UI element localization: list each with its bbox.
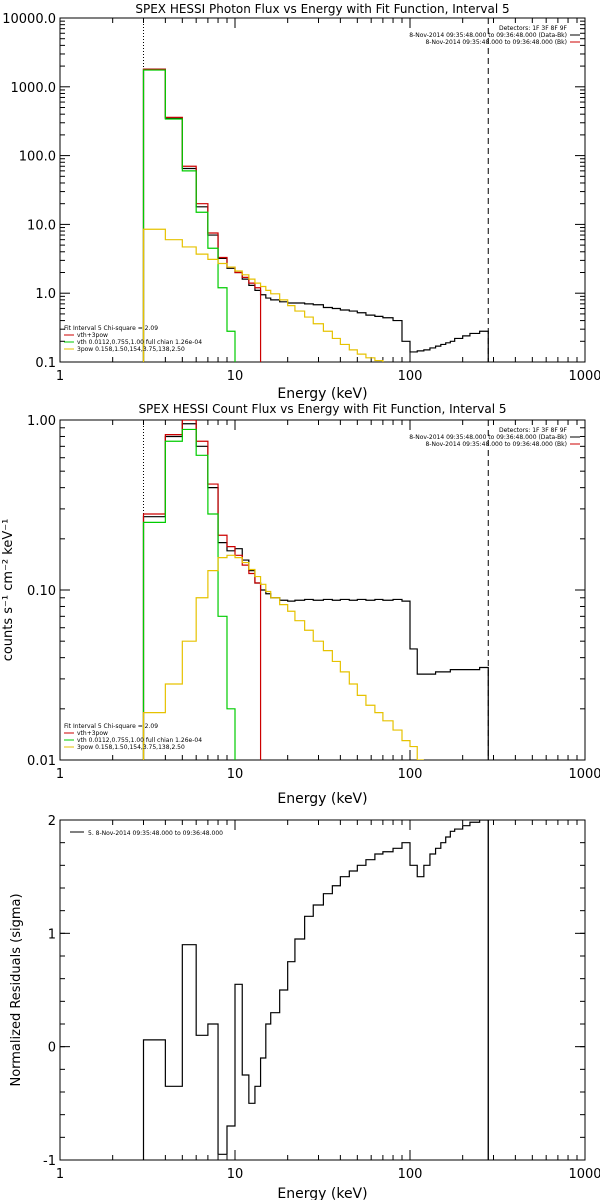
series-3pow xyxy=(142,228,384,362)
series-data-bk xyxy=(142,423,489,760)
x-tick-label: 10 xyxy=(227,1167,244,1182)
x-tick-label: 1000 xyxy=(568,1167,600,1182)
y-tick-label: 0.1 xyxy=(35,356,56,371)
legend-entry: vth 0.0112,0.755,1.00 full chian 1.26e-0… xyxy=(77,737,202,744)
series-vth-3pow xyxy=(142,68,262,362)
legend-entry: 3pow 0.158,1.50,154,3.75,138,2.50 xyxy=(77,346,185,353)
x-tick-label: 100 xyxy=(398,1167,423,1182)
series-vth-3pow xyxy=(142,420,262,760)
series-group xyxy=(142,68,489,362)
x-axis-label: Energy (keV) xyxy=(277,386,367,402)
y-tick-label: 2 xyxy=(48,814,56,829)
legend-entry: 3pow 0.158,1.50,154,3.75,138,2.50 xyxy=(77,744,185,751)
series-data-bk xyxy=(142,68,489,362)
y-tick-label: 1.0 xyxy=(35,287,56,302)
series-3pow xyxy=(142,554,424,760)
legend-entry: Detectors: 1F 3F 8F 9F xyxy=(499,25,568,32)
chart-title: SPEX HESSI Photon Flux vs Energy with Fi… xyxy=(135,2,509,16)
y-tick-label: 1.00 xyxy=(27,414,56,429)
legend-bottom-left: Fit Interval 5 Chi-square = 2.09vth+3pow… xyxy=(64,723,202,751)
x-axis: 1 10 100 1000 Energy (keV) xyxy=(56,18,600,402)
x-axis: 1 10 100 1000 Energy (keV) xyxy=(56,820,600,1200)
x-tick-label: 100 xyxy=(398,369,423,384)
series-vth xyxy=(142,69,236,362)
legend-top-left: 5. 8-Nov-2014 09:35:48.000 to 09:36:48.0… xyxy=(70,830,223,837)
chart-panel-1: SPEX HESSI Photon Flux vs Energy with Fi… xyxy=(2,2,600,402)
legend-entry: 8-Nov-2014 09:35:48.000 to 09:36:48.000 … xyxy=(425,39,567,46)
plot-frame xyxy=(59,419,586,761)
y-tick-label: 0.10 xyxy=(27,584,56,599)
legend-entry: vth+3pow xyxy=(77,730,108,737)
x-tick-label: 1000 xyxy=(568,369,600,384)
y-axis: 0.1 1.0 10.0 100.0 1000.0 10000.0 xyxy=(2,12,585,371)
x-tick-label: 1 xyxy=(56,369,64,384)
y-tick-label: 1000.0 xyxy=(11,81,57,96)
legend-top-right: Detectors: 1F 3F 8F 9F8-Nov-2014 09:35:4… xyxy=(409,25,580,46)
y-tick-label: -1 xyxy=(43,1154,56,1169)
x-tick-label: 1 xyxy=(56,767,64,782)
y-axis: 0.01 0.10 1.00 counts s⁻¹ cm⁻² keV⁻¹ xyxy=(1,414,585,769)
chart-title: SPEX HESSI Count Flux vs Energy with Fit… xyxy=(138,402,506,416)
x-tick-label: 1000 xyxy=(568,767,600,782)
x-axis-label: Energy (keV) xyxy=(277,1186,367,1200)
x-tick-label: 10 xyxy=(227,369,244,384)
legend-entry: 5. 8-Nov-2014 09:35:48.000 to 09:36:48.0… xyxy=(88,830,223,837)
chart-panel-3: 1 10 100 1000 Energy (keV) -1 0 1 2 Normalized Re… xyxy=(9,814,600,1200)
legend-entry: Detectors: 1F 3F 8F 9F xyxy=(499,427,568,434)
series-vth xyxy=(142,428,236,760)
y-tick-label: 1 xyxy=(48,927,56,942)
y-axis-label: Normalized Residuals (sigma) xyxy=(9,893,24,1086)
series-5-8-nov-2014-09-35-48-000-to-09-36-48-000 xyxy=(142,820,489,1160)
legend-entry: 8-Nov-2014 09:35:48.000 to 09:36:48.000 … xyxy=(409,32,567,39)
legend-entry: Fit Interval 5 Chi-square = 2.09 xyxy=(64,325,158,332)
chart-panel-2: SPEX HESSI Count Flux vs Energy with Fit… xyxy=(1,402,600,807)
x-axis: 1 10 100 1000 Energy (keV) xyxy=(56,420,600,807)
legend-top-right: Detectors: 1F 3F 8F 9F8-Nov-2014 09:35:4… xyxy=(409,427,580,448)
legend-entry: vth+3pow xyxy=(77,332,108,339)
y-tick-label: 10.0 xyxy=(27,218,56,233)
y-axis-label: counts s⁻¹ cm⁻² keV⁻¹ xyxy=(1,519,16,662)
series-group xyxy=(142,420,489,760)
legend-entry: 8-Nov-2014 09:35:48.000 to 09:36:48.000 … xyxy=(425,441,567,448)
series-group xyxy=(142,820,489,1160)
y-tick-label: 0 xyxy=(48,1041,56,1056)
plot-frame xyxy=(59,819,586,1161)
y-axis: -1 0 1 2 Normalized Residuals (sigma) xyxy=(9,814,585,1169)
x-tick-label: 100 xyxy=(398,767,423,782)
y-tick-label: 100.0 xyxy=(19,150,56,165)
legend-entry: vth 0.0112,0.755,1.00 full chian 1.26e-0… xyxy=(77,339,202,346)
x-tick-label: 10 xyxy=(227,767,244,782)
legend-entry: 8-Nov-2014 09:35:48.000 to 09:36:48.000 … xyxy=(409,434,567,441)
legend-entry: Fit Interval 5 Chi-square = 2.09 xyxy=(64,723,158,730)
legend-bottom-left: Fit Interval 5 Chi-square = 2.09vth+3pow… xyxy=(64,325,202,353)
x-tick-label: 1 xyxy=(56,1167,64,1182)
x-axis-label: Energy (keV) xyxy=(277,791,367,807)
plot-frame xyxy=(59,17,586,363)
y-tick-label: 0.01 xyxy=(27,754,56,769)
y-tick-label: 10000.0 xyxy=(2,12,56,27)
